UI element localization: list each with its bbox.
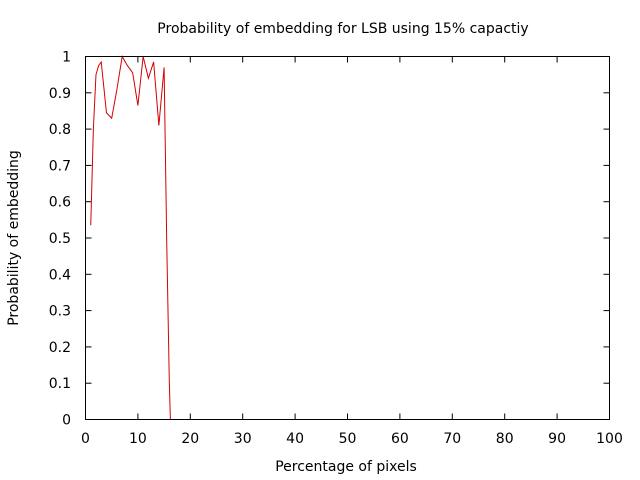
x-tick-label: 40 [286,431,304,447]
chart-title: Probability of embedding for LSB using 1… [157,21,528,37]
x-tick-label: 50 [339,431,357,447]
tick-marks [85,56,610,420]
y-tick-label: 0.8 [49,122,71,138]
x-tick-label: 90 [548,431,566,447]
y-tick-label: 0 [62,413,71,429]
y-axis-label: Probability of embedding [6,150,22,326]
y-tick-label: 0.7 [49,158,71,174]
y-tick-label: 0.5 [49,231,71,247]
series [90,55,171,420]
x-tick-label: 70 [443,431,461,447]
x-tick-label: 30 [234,431,252,447]
x-tick-label: 100 [596,431,623,447]
y-tick-label: 0.1 [49,376,71,392]
x-tick-label: 20 [181,431,199,447]
plot-frame [85,56,610,420]
y-tick-label: 0.4 [49,267,71,283]
series-line [90,55,171,420]
y-tick-label: 0.3 [49,304,71,320]
x-tick-label: 60 [391,431,409,447]
y-tick-label: 1 [62,50,71,66]
x-tick-label: 80 [496,431,514,447]
tick-labels: 0 10 20 30 40 50 60 70 80 90 100 0 0.1 0.2 0.3 0.4 0.5 0.… [49,50,623,448]
y-tick-label: 0.6 [49,195,71,211]
y-tick-label: 0.9 [49,86,71,102]
y-tick-label: 0.2 [49,340,71,356]
x-tick-label: 10 [129,431,147,447]
x-axis-label: Percentage of pixels [275,459,417,475]
x-tick-label: 0 [81,431,90,447]
